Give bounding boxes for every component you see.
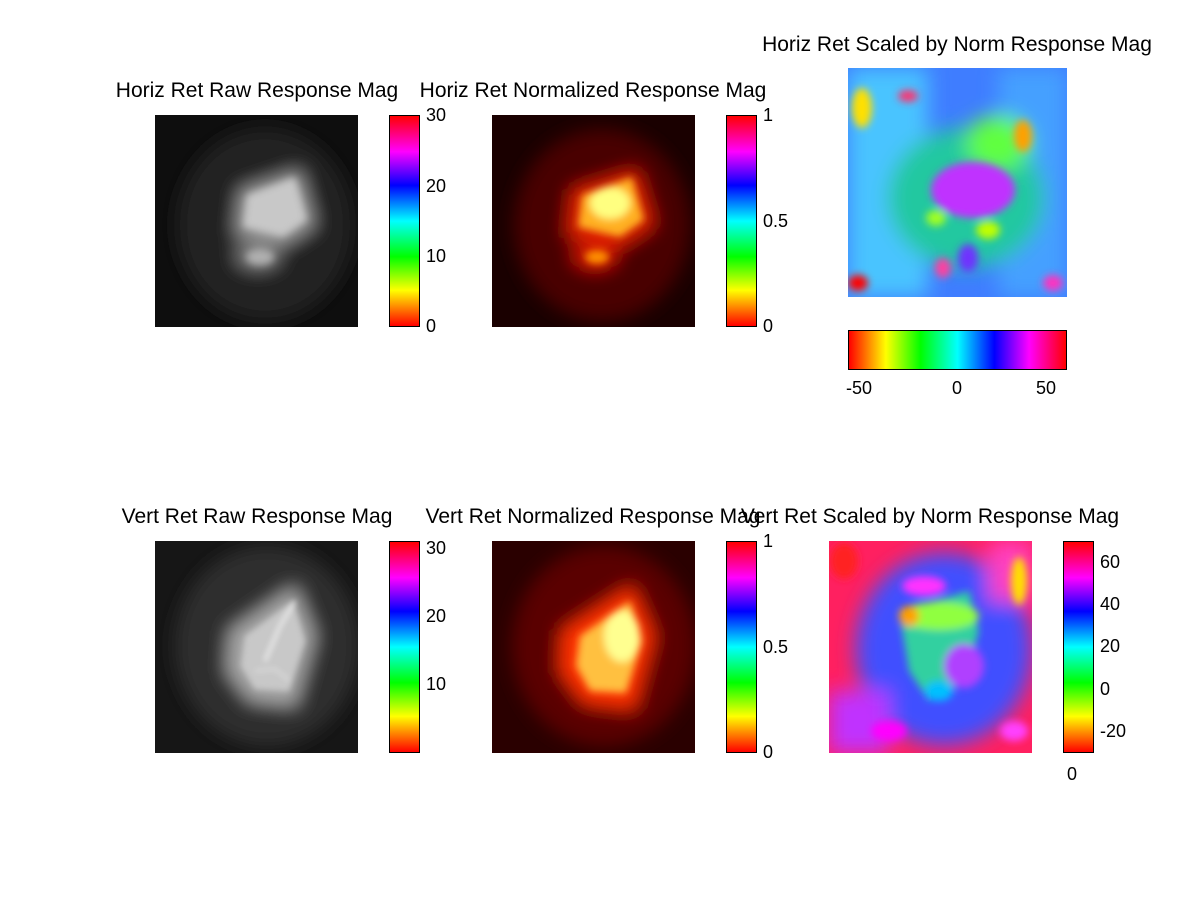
- panel-1-image: [155, 115, 358, 327]
- panel-4-title: Vert Ret Raw Response Mag: [121, 505, 393, 528]
- panel-6-colorbar-tick: 40: [1100, 594, 1121, 614]
- panel-5-image: [492, 541, 695, 753]
- panel-5-colorbar: [726, 541, 757, 753]
- panel-2-heatmap: [492, 115, 695, 327]
- panel-2-colorbar: [726, 115, 757, 327]
- panel-3-title: Horiz Ret Scaled by Norm Response Mag: [762, 33, 1152, 56]
- panel-6-colorbar: [1063, 541, 1094, 753]
- panel-4-colorbar-tick: 20: [426, 606, 447, 626]
- panel-1-colorbar-tick: 0: [426, 316, 437, 336]
- panel-6-colorbar-tick: -20: [1100, 721, 1127, 741]
- panel-6-heatmap: [829, 541, 1032, 753]
- panel-2-colorbar-tick: 0: [763, 316, 774, 336]
- panel-4-image: [155, 541, 358, 753]
- panel-4-heatmap: [155, 541, 358, 753]
- panel-6-colorbar-tick: 0: [1100, 679, 1111, 699]
- panel-5-title: Vert Ret Normalized Response Mag: [425, 505, 761, 528]
- panel-2-title: Horiz Ret Normalized Response Mag: [419, 79, 767, 102]
- panel-5-heatmap: [492, 541, 695, 753]
- panel-3-colorbar: [848, 330, 1067, 370]
- panel-5-colorbar-tick: 0.5: [763, 637, 789, 657]
- panel-1-colorbar-tick: 10: [426, 246, 447, 266]
- panel-1-colorbar-tick: 20: [426, 176, 447, 196]
- panel-5-colorbar-tick: 1: [763, 531, 774, 551]
- panel-5-colorbar-tick: 0: [763, 742, 774, 762]
- panel-2-colorbar-tick: 1: [763, 105, 774, 125]
- panel-6-title: Vert Ret Scaled by Norm Response Mag: [740, 505, 1120, 528]
- panel-4-colorbar-tick: 10: [426, 674, 447, 694]
- panel-2-image: [492, 115, 695, 327]
- panel-6-colorbar-tick: 20: [1100, 636, 1121, 656]
- panel-6-colorbar-tick: 60: [1100, 552, 1121, 572]
- panel-2-colorbar-tick: 0.5: [763, 211, 789, 231]
- panel-1-colorbar: [389, 115, 420, 327]
- panel-1-title: Horiz Ret Raw Response Mag: [115, 79, 399, 102]
- panel-4-colorbar-tick: 30: [426, 538, 447, 558]
- panel-3-heatmap: [848, 68, 1067, 297]
- panel-6-colorbar-extra-label: 0: [1067, 764, 1078, 784]
- panel-1-heatmap: [155, 115, 358, 327]
- panel-3-image: [848, 68, 1067, 297]
- panel-4-colorbar: [389, 541, 420, 753]
- panel-3-colorbar-tick: 50: [1036, 378, 1057, 398]
- panel-6-image: [829, 541, 1032, 753]
- panel-1-colorbar-tick: 30: [426, 105, 447, 125]
- panel-3-colorbar-tick: 0: [952, 378, 963, 398]
- panel-3-colorbar-tick: -50: [846, 378, 873, 398]
